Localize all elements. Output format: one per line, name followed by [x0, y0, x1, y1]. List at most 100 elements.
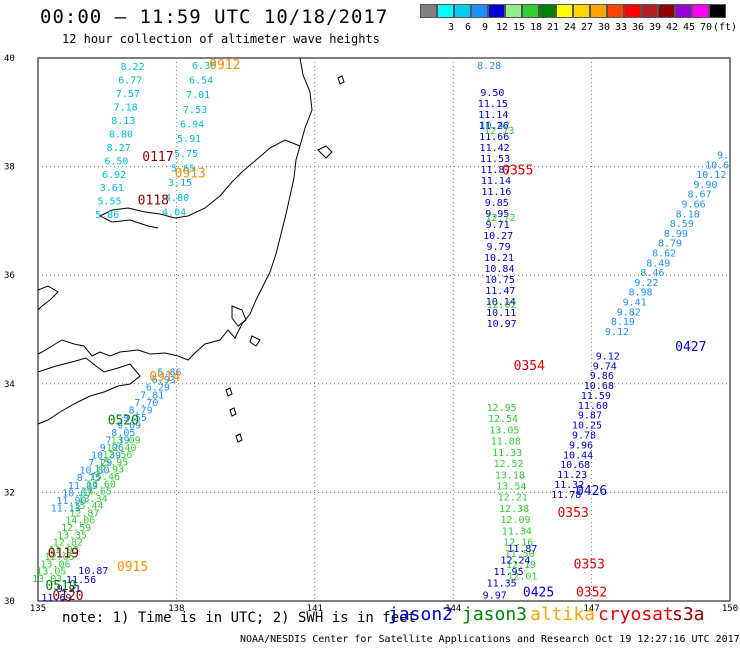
wave-height-value: 6.93	[152, 375, 176, 386]
wave-height-value: 12.82	[53, 538, 83, 549]
pass-time-label: 0352	[576, 586, 607, 601]
wave-height-value: 8.22	[121, 62, 145, 73]
wave-height-value: 11.66	[479, 132, 509, 143]
lon-tick-label: 147	[583, 604, 599, 614]
wave-height-value: 9.79	[487, 242, 511, 253]
scale-swatch	[624, 4, 641, 18]
scale-swatch	[573, 4, 590, 18]
wave-height-value: 13.05	[36, 567, 66, 578]
wave-height-value: 10.44	[563, 450, 593, 461]
wave-height-value: 12.93	[94, 465, 124, 476]
wave-height-value: 7.39	[106, 436, 130, 447]
scale-label: 12	[495, 22, 509, 33]
wave-height-value: 15.95	[98, 457, 128, 468]
wave-height-value: 11.90	[56, 496, 86, 507]
wave-height-value: 8.59	[670, 219, 694, 230]
pass-time-label: 0117	[142, 150, 173, 165]
wave-height-value: 10.84	[484, 264, 514, 275]
scale-label: 6	[464, 22, 472, 33]
wave-height-value: 11.59	[581, 391, 611, 402]
pass-time-label: 0915	[117, 560, 148, 575]
scale-label: 33	[614, 22, 628, 33]
wave-height-value: 9.78	[572, 430, 596, 441]
scale-label: 39	[648, 22, 662, 33]
wave-height-value: 7.18	[114, 102, 138, 113]
satellite-label-jason3: jason3	[462, 604, 528, 625]
wave-height-value: 10.21	[484, 253, 514, 264]
wave-height-value: 14.06	[65, 516, 95, 527]
wave-height-value: 11.16	[481, 187, 511, 198]
satellite-label-cryosat: cryosat	[598, 604, 674, 625]
wave-height-value: 12.56	[102, 450, 132, 461]
wave-height-value: 7.53	[183, 105, 207, 116]
wave-height-value: 5.86	[95, 210, 119, 221]
wave-height-value: 3.61	[100, 183, 124, 194]
wave-height-value: 12.54	[488, 414, 518, 425]
scale-swatch	[505, 4, 522, 18]
wave-height-value: 10.27	[483, 231, 513, 242]
wave-height-value: 13.06	[40, 559, 70, 570]
wave-height-value: 11.23	[557, 470, 587, 481]
wave-height-value: 9.55	[123, 413, 147, 424]
wave-height-value: 9.85	[485, 198, 509, 209]
pass-time-label: 0119	[48, 547, 79, 562]
scale-swatch	[454, 4, 471, 18]
scale-label: 15	[512, 22, 526, 33]
wave-height-value: 9.66	[682, 199, 706, 210]
wave-height-value: 10.12	[696, 170, 726, 181]
wave-height-value: 12.01	[507, 571, 537, 582]
scale-swatch	[420, 4, 437, 18]
wave-height-value: 9.74	[593, 361, 617, 372]
wave-height-value: 10.6	[705, 160, 729, 171]
wave-height-value: 9.95	[485, 209, 509, 220]
scale-swatch	[556, 4, 573, 18]
pass-time-label: 0913	[175, 166, 206, 181]
wave-height-value: 10.97	[487, 319, 517, 330]
lat-tick-label: 40	[4, 54, 15, 64]
scale-label: 27	[580, 22, 594, 33]
wave-height-value: 5.86	[157, 368, 181, 379]
lon-tick-label: 141	[307, 604, 323, 614]
wave-height-value: 7.70	[134, 398, 158, 409]
wave-height-value: 11.95	[494, 567, 524, 578]
wave-height-value: 12.21	[498, 493, 528, 504]
wave-height-value: 10.25	[572, 421, 602, 432]
wave-height-value: 13.54	[496, 482, 526, 493]
wave-height-value: 8.62	[652, 248, 676, 259]
wave-height-value: 8.13	[111, 116, 135, 127]
lon-tick-label: 144	[445, 604, 461, 614]
wave-height-value: 11.08	[491, 437, 521, 448]
wave-height-value: 12.19	[506, 560, 536, 571]
wave-height-value: 11.14	[478, 110, 508, 121]
scale-swatch	[658, 4, 675, 18]
wave-height-value: 10.87	[78, 566, 108, 577]
wave-height-value: 12.05	[45, 552, 75, 563]
lat-tick-label: 38	[4, 163, 15, 173]
wave-height-value: 10.75	[485, 275, 515, 286]
scale-label: 18	[529, 22, 543, 33]
wave-height-value: 11.47	[485, 286, 515, 297]
wave-height-value: 5.75	[174, 149, 198, 160]
wave-height-value: 9.91	[57, 584, 81, 595]
scale-unit-label: (ft)	[712, 22, 738, 33]
wave-height-value: 10.14	[486, 297, 516, 308]
wave-height-value: 11.60	[578, 401, 608, 412]
wave-height-value: 3.15	[168, 178, 192, 189]
scale-swatch	[607, 4, 624, 18]
wave-height-value: 8.80	[109, 129, 133, 140]
wave-height-value: 12.16	[503, 538, 533, 549]
wave-height-value: 8.79	[658, 239, 682, 250]
scale-swatch	[590, 4, 607, 18]
wave-height-value: 12.87	[69, 508, 99, 519]
wave-height-value: 9.41	[623, 298, 647, 309]
chart-title: 00:00 – 11:59 UTC 10/18/2017	[40, 6, 389, 28]
wave-height-value: 11.78	[551, 490, 581, 501]
wave-height-value: 11.34	[502, 526, 532, 537]
wave-height-value: 9.82	[617, 307, 641, 318]
scale-swatch	[539, 4, 556, 18]
pass-time-label: 0354	[514, 359, 545, 374]
scale-label: 21	[546, 22, 560, 33]
footer-note: note: 1) Time is in UTC; 2) SWH is in fe…	[62, 610, 417, 626]
wave-height-value: 8.99	[664, 229, 688, 240]
wave-height-value: 6.94	[180, 120, 204, 131]
